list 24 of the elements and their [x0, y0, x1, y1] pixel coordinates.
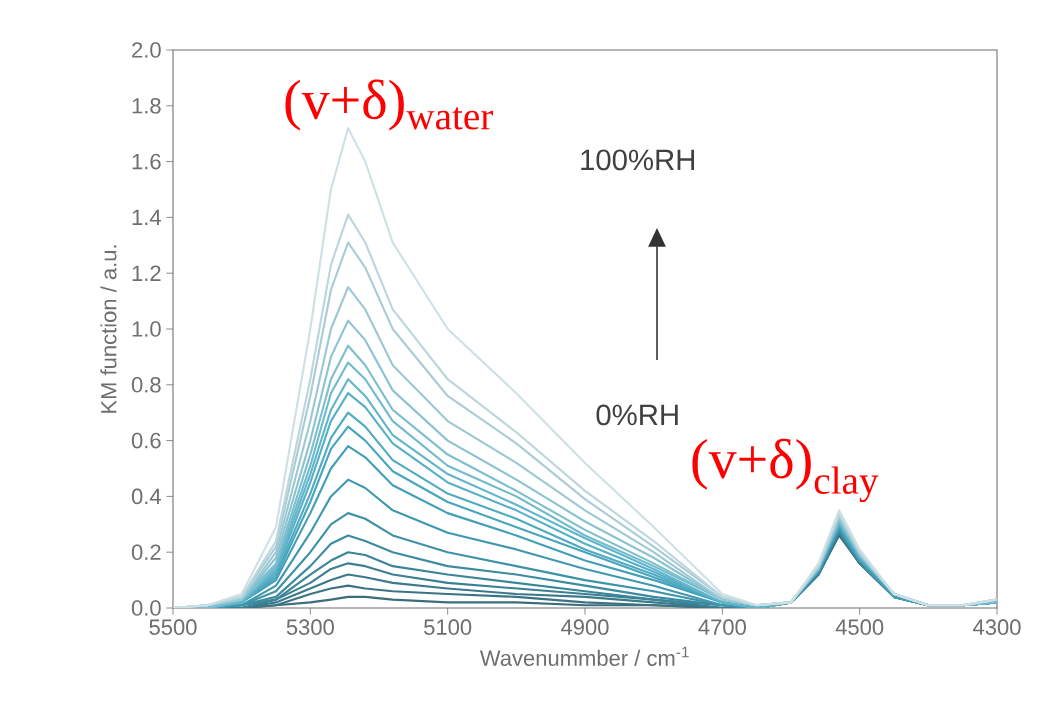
y-axis-title: KM function / a.u.: [100, 245, 117, 413]
y-tick-label: 1.4: [132, 209, 161, 225]
y-tick-label: 0.0: [131, 600, 161, 616]
y-tick-label: 1.2: [132, 265, 161, 281]
y-tick-label: 0.8: [131, 377, 161, 393]
x-tick-label: 4900: [561, 619, 609, 635]
y-tick-label: 1.6: [132, 153, 161, 170]
y-tick-label: 0.4: [131, 488, 161, 505]
y-tick-label: 1.0: [132, 321, 161, 337]
y-tick-label: 1.8: [132, 98, 161, 114]
x-tick-label: 4500: [835, 619, 884, 635]
y-tick-label: 0.6: [131, 432, 161, 449]
annotation: 100%RH: [581, 149, 695, 171]
x-tick-label: 5300: [286, 619, 334, 635]
annotation: (v+δ)$_{water}$: [285, 79, 494, 131]
y-tick-label: 2.0: [132, 42, 161, 58]
x-tick-label: 4300: [973, 619, 1021, 635]
x-tick-label: 5100: [424, 619, 472, 635]
x-axis-title: Wavenummber / cm$^{-1}$: [479, 646, 689, 666]
x-tick-label: 5500: [149, 619, 197, 635]
x-tick-label: 4700: [698, 619, 746, 635]
annotation: (v+δ)$_{clay}$: [692, 438, 879, 503]
y-tick-label: 0.2: [131, 544, 161, 560]
annotation: 0%RH: [596, 404, 678, 426]
